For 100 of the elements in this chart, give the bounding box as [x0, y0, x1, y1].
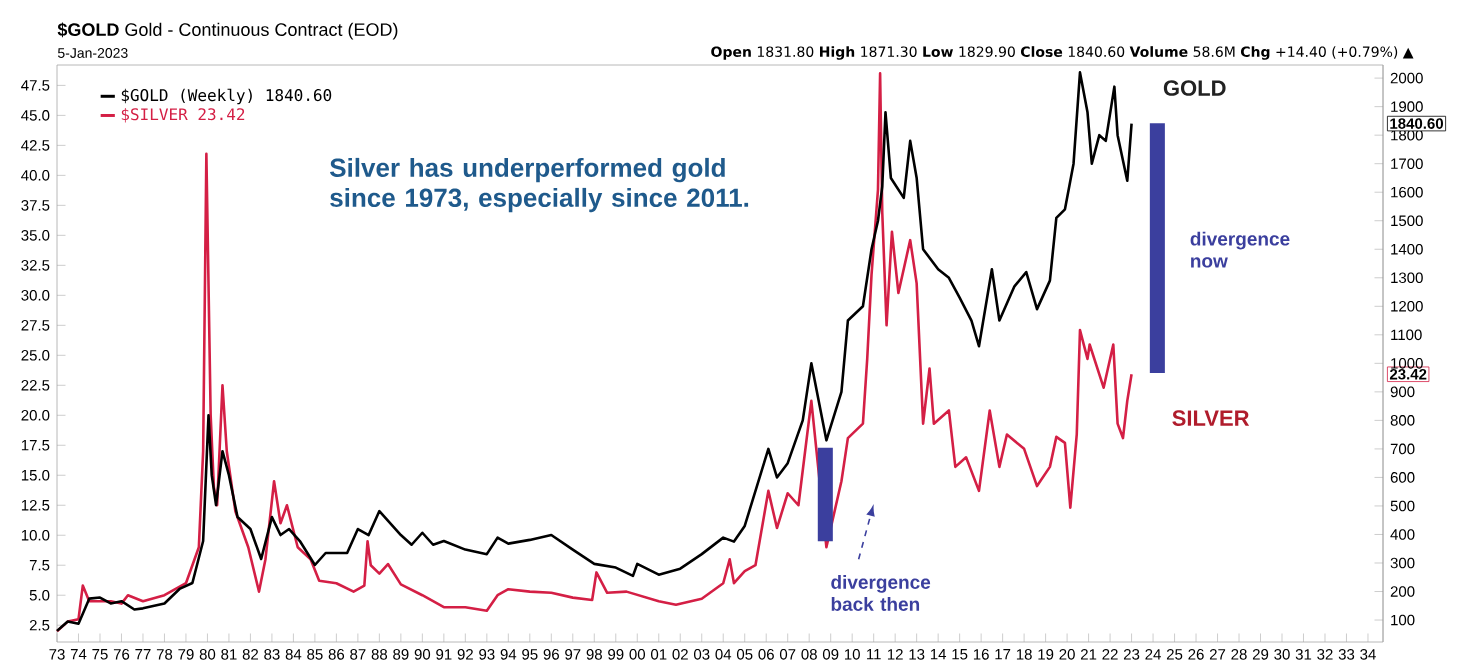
x-tick-label: 16 — [973, 649, 989, 660]
x-tick-label: 99 — [608, 649, 624, 660]
x-tick-label: 85 — [307, 649, 323, 660]
x-tick-label: 95 — [522, 649, 538, 660]
annotation: GOLD — [1163, 80, 1226, 96]
x-tick-label: 07 — [779, 649, 796, 660]
x-tick-label: 32 — [1317, 649, 1333, 660]
x-tick-label: 92 — [457, 649, 473, 660]
x-tick-label: 24 — [1145, 649, 1161, 660]
y2-tick-label: 1400 — [1391, 243, 1423, 255]
y-tick-label: 27.5 — [21, 320, 50, 331]
x-tick-label: 87 — [350, 649, 366, 660]
x-tick-label: 82 — [242, 649, 259, 660]
y-tick-label: 20.0 — [21, 409, 50, 421]
x-tick-label: 79 — [178, 649, 194, 660]
x-tick-label: 18 — [1016, 649, 1032, 660]
x-tick-label: 86 — [328, 649, 345, 660]
chart-subtitle: 5-Jan-2023 — [57, 48, 128, 58]
x-tick-label: 94 — [500, 649, 517, 660]
x-tick-label: 31 — [1295, 649, 1312, 660]
x-tick-label: 98 — [586, 649, 602, 660]
x-tick-label: 04 — [715, 649, 732, 660]
x-tick-label: 93 — [479, 649, 495, 660]
y-tick-label: 7.5 — [29, 560, 50, 571]
x-tick-label: 26 — [1188, 649, 1204, 660]
x-tick-label: 76 — [113, 649, 130, 660]
y2-tick-label: 1900 — [1391, 101, 1423, 112]
y2-tick-label: 1300 — [1391, 272, 1423, 284]
y2-tick-label: 900 — [1390, 386, 1415, 398]
text: 23.42 — [1389, 368, 1427, 380]
y-tick-label: 25.0 — [21, 349, 50, 361]
x-tick-label: 30 — [1274, 649, 1290, 660]
x-tick-label: 17 — [995, 649, 1011, 660]
x-tick-label: 34 — [1360, 649, 1376, 660]
y-tick-label: 10.0 — [21, 529, 50, 541]
y-tick-label: 17.5 — [21, 440, 50, 451]
y-tick-label: 2.5 — [29, 619, 50, 631]
x-tick-label: 91 — [436, 649, 452, 660]
x-tick-label: 83 — [264, 649, 280, 660]
chart-title: $GOLD Gold - Continuous Contract (EOD) — [57, 22, 398, 40]
y2-tick-label: 1200 — [1391, 300, 1423, 312]
x-tick-label: 12 — [887, 649, 903, 660]
y2-tick-label: 1000 — [1391, 358, 1423, 369]
y2-tick-label: 200 — [1390, 586, 1415, 597]
annotation: SILVER — [1172, 410, 1250, 426]
x-tick-label: 73 — [49, 649, 65, 660]
text: 1840.60 — [1390, 118, 1443, 129]
y-tick-label: 47.5 — [21, 80, 50, 91]
x-tick-label: 03 — [693, 649, 710, 660]
annotation: divergence back then — [831, 574, 931, 611]
y2-tick-label: 1500 — [1391, 215, 1423, 227]
y2-tick-label: 400 — [1390, 529, 1415, 540]
x-tick-label: 20 — [1059, 649, 1075, 660]
x-tick-label: 11 — [867, 649, 881, 660]
y2-tick-label: 700 — [1390, 443, 1415, 455]
x-tick-label: 33 — [1338, 649, 1355, 660]
x-tick-label: 96 — [543, 649, 559, 660]
y2-tick-label: 1600 — [1391, 186, 1423, 198]
x-tick-label: 19 — [1038, 649, 1054, 660]
x-tick-label: 23 — [1123, 649, 1140, 660]
x-tick-label: 13 — [909, 649, 925, 660]
x-tick-label: 25 — [1166, 649, 1183, 660]
text: Open 1831.80 High 1871.30 Low 1829.90 Close 1840.60 Volume 58.6M Chg +14.40 (+0.79%) ▲ — [711, 46, 1414, 60]
x-tick-label: 15 — [952, 649, 968, 660]
x-tick-label: 01 — [651, 649, 667, 660]
x-tick-label: 90 — [414, 649, 431, 660]
y2-tick-label: 800 — [1390, 415, 1415, 426]
y-tick-label: 32.5 — [21, 260, 50, 271]
x-tick-label: 75 — [92, 649, 108, 660]
x-tick-label: 78 — [156, 649, 173, 660]
legend-label: $SILVER 23.42 — [121, 107, 245, 123]
y2-tick-label: 300 — [1390, 557, 1415, 569]
x-tick-label: 06 — [758, 649, 774, 660]
x-tick-label: 74 — [70, 649, 87, 660]
x-tick-label: 89 — [393, 649, 409, 660]
annotation: divergence now — [1190, 231, 1290, 268]
x-tick-label: 00 — [629, 649, 646, 660]
x-tick-label: 88 — [371, 649, 388, 660]
x-tick-label: 08 — [801, 649, 817, 660]
y2-tick-label: 100 — [1391, 614, 1415, 626]
legend-label: $GOLD (Weekly) 1840.60 — [121, 88, 332, 105]
x-tick-label: 77 — [135, 649, 151, 660]
x-tick-label: 84 — [285, 649, 302, 660]
x-tick-label: 29 — [1252, 649, 1269, 660]
y2-tick-label: 500 — [1390, 500, 1415, 512]
annotation: Silver has underperformed gold since 1973, especially since 2011. — [329, 157, 749, 213]
x-tick-label: 97 — [565, 649, 581, 660]
y2-tick-label: 2000 — [1390, 72, 1423, 84]
y-tick-label: 45.0 — [21, 110, 50, 121]
x-tick-label: 02 — [672, 649, 688, 660]
y-tick-label: 35.0 — [21, 230, 50, 241]
x-tick-label: 80 — [199, 649, 216, 660]
x-tick-label: 21 — [1080, 649, 1097, 660]
x-tick-label: 10 — [844, 649, 860, 660]
y-tick-label: 42.5 — [21, 140, 50, 151]
y-tick-label: 22.5 — [21, 379, 50, 391]
y2-tick-label: 1100 — [1391, 329, 1422, 341]
y-tick-label: 5.0 — [29, 589, 50, 601]
x-tick-label: 05 — [736, 649, 753, 660]
y2-tick-label: 1700 — [1391, 158, 1423, 169]
